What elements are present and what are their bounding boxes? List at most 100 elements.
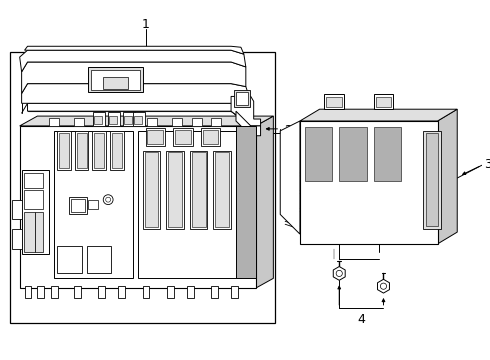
Bar — [123, 112, 135, 126]
Bar — [143, 286, 149, 298]
Bar — [213, 150, 231, 229]
Polygon shape — [300, 109, 457, 121]
Bar — [51, 286, 58, 298]
Polygon shape — [377, 279, 390, 293]
Bar — [77, 133, 87, 168]
Bar — [339, 127, 367, 181]
Bar — [200, 128, 220, 145]
Bar — [187, 286, 194, 298]
Bar — [87, 246, 111, 273]
Bar — [20, 126, 256, 288]
Bar — [202, 130, 218, 144]
Bar — [24, 212, 35, 252]
Bar — [234, 90, 250, 107]
Bar — [124, 116, 132, 124]
Bar — [24, 190, 43, 210]
Bar — [92, 70, 140, 90]
Polygon shape — [20, 50, 246, 72]
Bar — [98, 286, 105, 298]
Bar — [54, 131, 133, 278]
Bar — [376, 98, 392, 107]
Bar — [37, 286, 44, 298]
Polygon shape — [333, 266, 345, 280]
Bar — [146, 128, 165, 145]
Polygon shape — [22, 84, 251, 119]
Bar — [69, 197, 87, 215]
Bar — [173, 128, 193, 145]
Bar — [10, 52, 275, 323]
Bar — [94, 118, 103, 126]
Bar — [426, 133, 438, 226]
Polygon shape — [22, 62, 246, 94]
Bar — [138, 131, 241, 278]
Bar — [374, 94, 393, 109]
Bar — [108, 112, 120, 126]
Polygon shape — [231, 96, 261, 126]
Bar — [112, 133, 122, 168]
Polygon shape — [438, 109, 457, 244]
Text: 4: 4 — [357, 313, 366, 326]
Bar — [57, 131, 71, 170]
Bar — [108, 118, 118, 126]
Bar — [374, 127, 401, 181]
Text: 1: 1 — [142, 18, 149, 31]
Bar — [74, 118, 84, 126]
Bar — [190, 150, 207, 229]
Bar — [166, 150, 184, 229]
Polygon shape — [27, 103, 251, 126]
Bar — [95, 116, 102, 124]
Bar — [147, 118, 157, 126]
Bar — [133, 112, 145, 126]
Bar — [168, 153, 182, 227]
Bar — [57, 246, 82, 273]
Bar — [35, 212, 43, 252]
Bar — [59, 133, 69, 168]
Polygon shape — [256, 116, 273, 288]
Bar — [147, 130, 163, 144]
Bar — [324, 94, 344, 109]
Polygon shape — [20, 116, 273, 126]
Text: 2: 2 — [284, 124, 292, 137]
Bar — [192, 153, 205, 227]
Bar — [215, 153, 229, 227]
Bar — [110, 131, 124, 170]
Bar — [103, 77, 128, 89]
Bar — [231, 286, 238, 298]
Bar — [145, 153, 158, 227]
Bar — [143, 150, 160, 229]
Bar — [89, 67, 143, 91]
Bar — [49, 118, 59, 126]
Bar — [326, 98, 342, 107]
Bar — [192, 118, 201, 126]
Bar — [74, 286, 81, 298]
Bar — [134, 116, 142, 124]
Bar — [211, 286, 218, 298]
Bar — [24, 286, 31, 298]
Text: 3: 3 — [484, 158, 490, 171]
Bar — [305, 127, 332, 181]
Bar — [300, 121, 438, 244]
Polygon shape — [236, 126, 256, 278]
Bar — [12, 200, 22, 219]
Bar — [118, 286, 125, 298]
Bar — [175, 130, 191, 144]
Polygon shape — [24, 46, 244, 54]
Bar — [94, 112, 105, 126]
Bar — [95, 133, 104, 168]
Bar — [211, 118, 221, 126]
Circle shape — [103, 195, 113, 204]
Polygon shape — [236, 111, 261, 136]
Bar — [24, 173, 43, 188]
Bar — [109, 116, 117, 124]
Bar — [128, 118, 138, 126]
Bar — [89, 200, 98, 210]
Bar — [71, 199, 85, 212]
Bar — [423, 131, 441, 229]
Bar — [22, 170, 49, 254]
Polygon shape — [280, 121, 300, 234]
Bar — [167, 286, 174, 298]
Bar — [172, 118, 182, 126]
Bar — [236, 91, 248, 105]
Bar — [75, 131, 89, 170]
Bar — [12, 229, 22, 249]
